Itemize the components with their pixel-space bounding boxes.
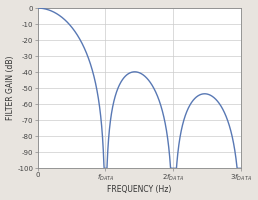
- Y-axis label: FILTER GAIN (dB): FILTER GAIN (dB): [6, 56, 14, 120]
- X-axis label: FREQUENCY (Hz): FREQUENCY (Hz): [107, 185, 172, 194]
